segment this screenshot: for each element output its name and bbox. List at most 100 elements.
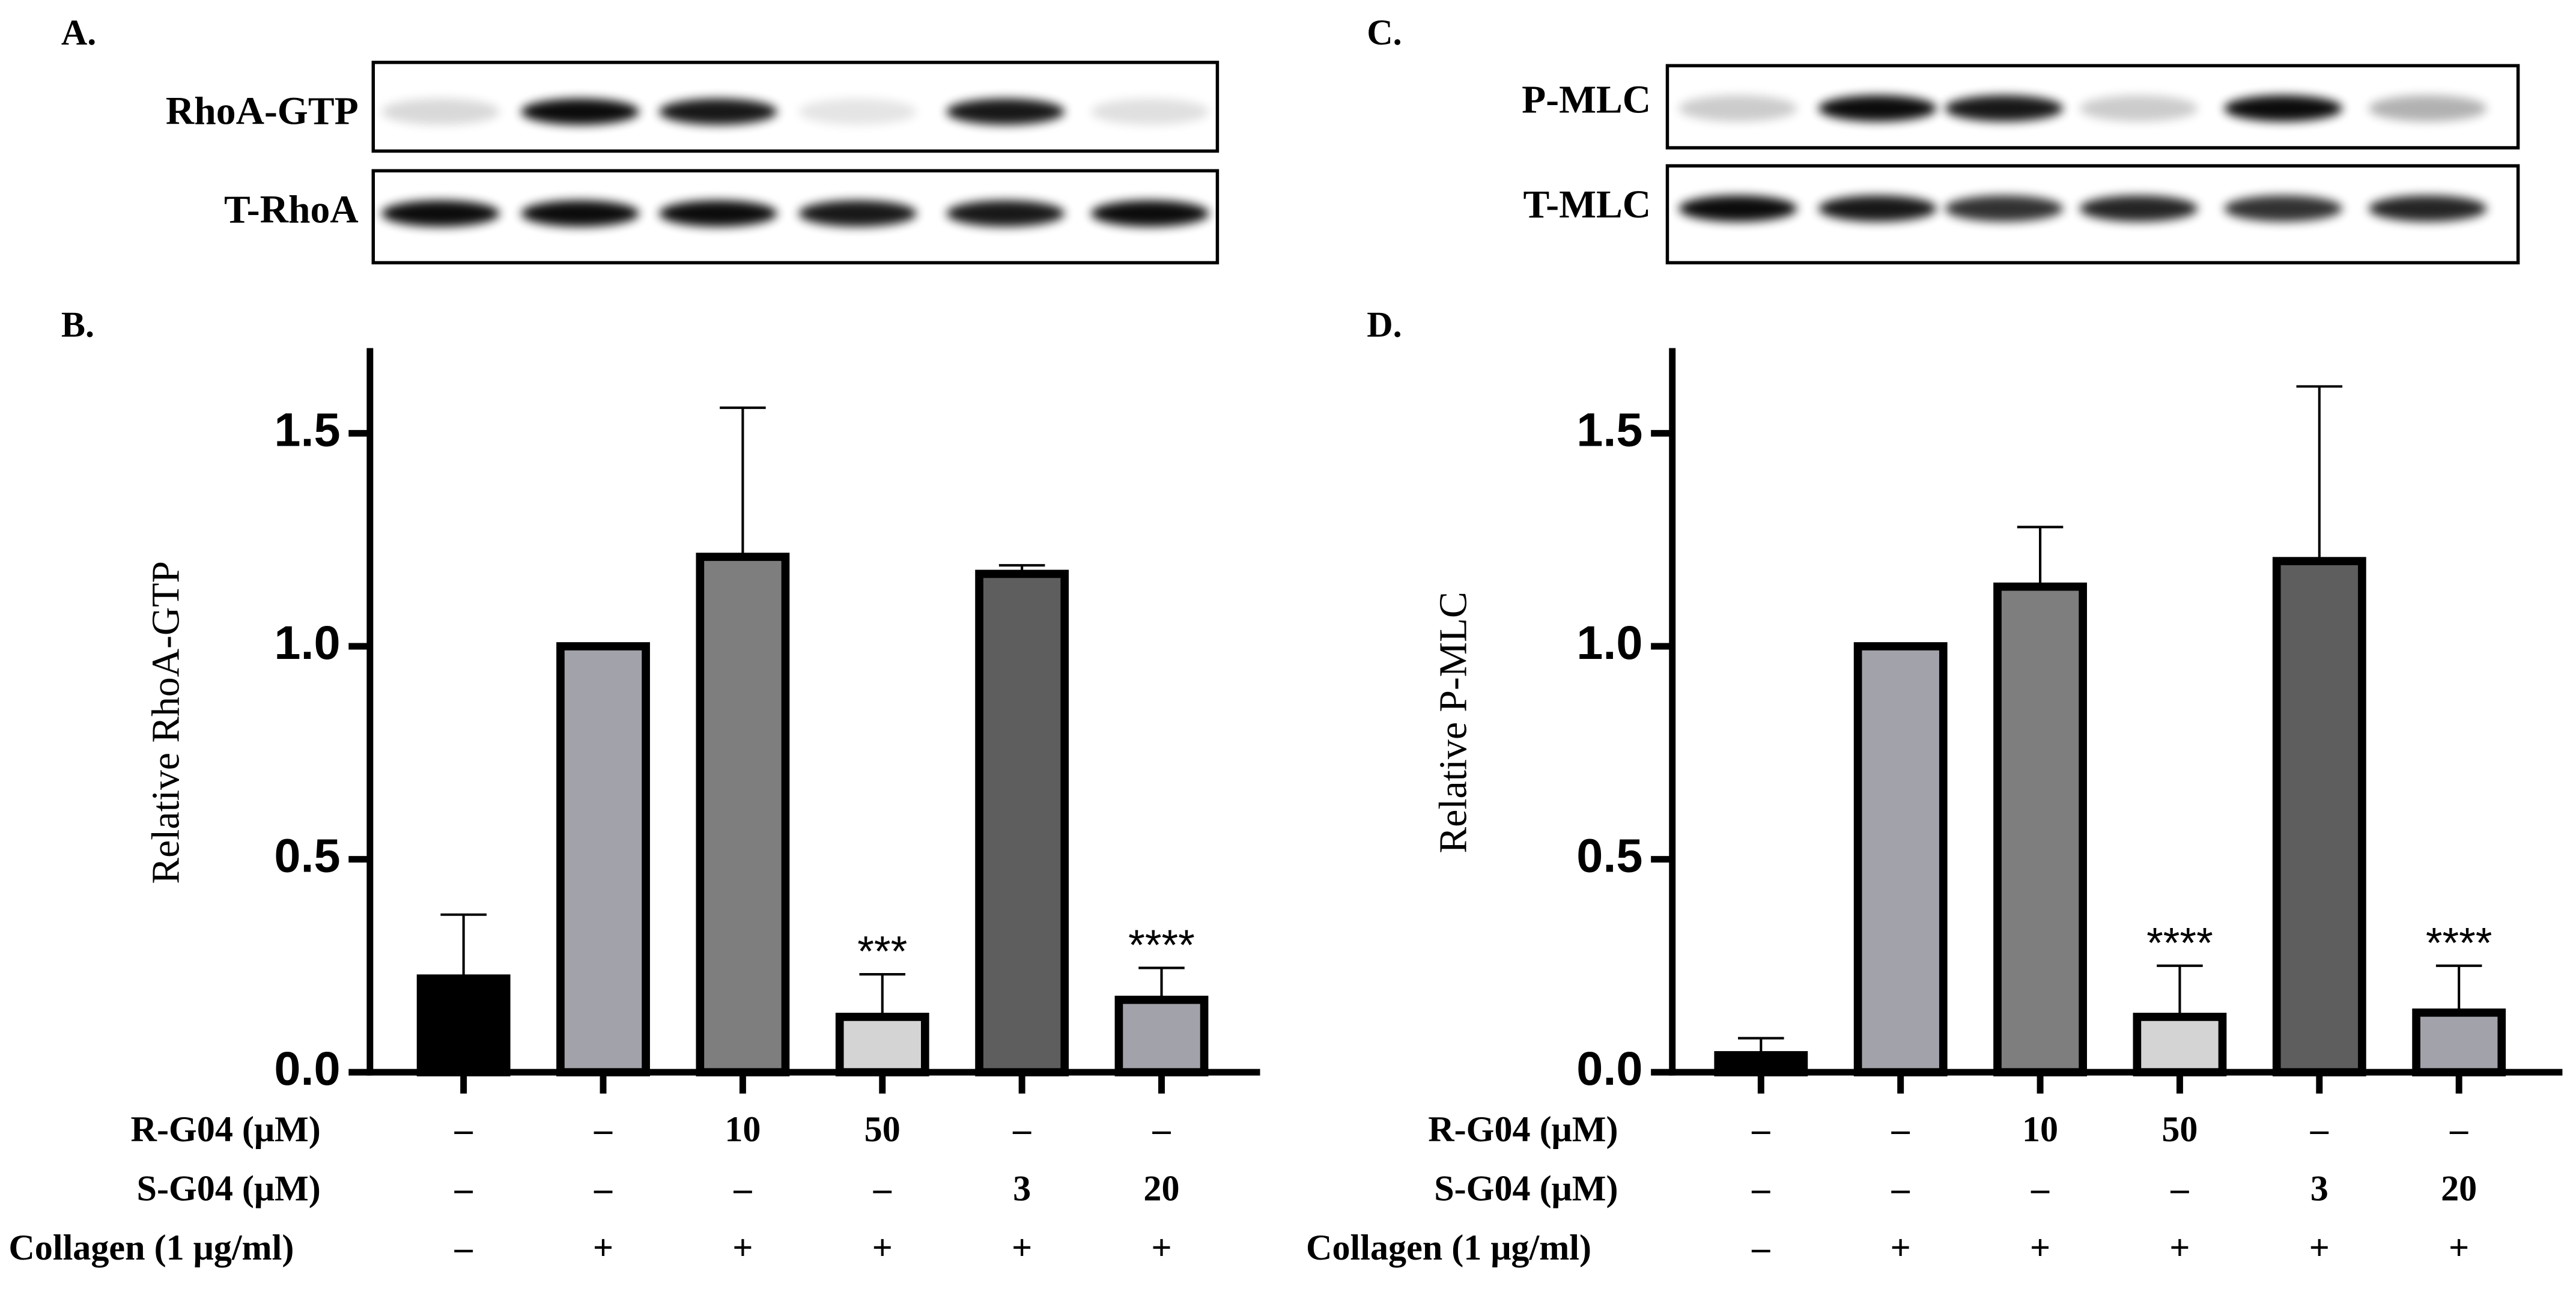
blot-band — [798, 200, 917, 227]
bar — [556, 642, 650, 1076]
bar — [2412, 1008, 2506, 1076]
blot-band — [2368, 95, 2487, 122]
significance: **** — [2146, 920, 2213, 967]
panel-label: B. — [61, 305, 94, 345]
y-axis-label: Relative RhoA-GTP — [144, 561, 187, 884]
y-tick-label: 0.5 — [1576, 828, 1642, 882]
treatment-value: 50 — [864, 1109, 901, 1150]
blot-frame — [371, 169, 1220, 265]
blot-band — [381, 200, 500, 227]
blot-band — [946, 99, 1065, 125]
treatment-value: + — [732, 1228, 753, 1268]
treatment-value: 3 — [2310, 1169, 2328, 1209]
panel-label: C. — [1367, 13, 1402, 53]
treatment-value: – — [1751, 1169, 1770, 1209]
blot-band — [381, 99, 500, 125]
y-tick-label: 0.0 — [1576, 1042, 1642, 1095]
bar — [2133, 1013, 2227, 1076]
bar — [1714, 1051, 1808, 1076]
treatment-value: – — [454, 1109, 473, 1150]
y-tick-label: 1.0 — [274, 616, 340, 669]
treatment-value: – — [454, 1169, 473, 1209]
treatment-value: 10 — [2022, 1109, 2058, 1150]
treatment-value: – — [594, 1109, 613, 1150]
treatment-value: + — [872, 1228, 893, 1268]
y-tick-label: 1.5 — [274, 402, 340, 456]
blot-band — [2079, 195, 2198, 222]
blot-label: T-MLC — [1523, 183, 1651, 226]
treatment-value: 50 — [2161, 1109, 2198, 1150]
significance: **** — [2426, 920, 2492, 967]
treatment-value: – — [1751, 1109, 1770, 1150]
y-tick-label: 0.5 — [274, 828, 340, 882]
bar — [2272, 557, 2366, 1076]
treatment-value: – — [1751, 1228, 1770, 1268]
y-tick-label: 0.0 — [274, 1042, 340, 1095]
treatment-label: Collagen (1 μg/ml) — [1306, 1228, 1591, 1268]
treatment-value: + — [593, 1228, 613, 1268]
bar — [1853, 642, 1948, 1076]
blot-band — [658, 200, 777, 227]
y-tick-label: 1.0 — [1576, 616, 1642, 669]
y-tick-label: 1.5 — [1576, 402, 1642, 456]
blot-label: RhoA-GTP — [166, 89, 359, 133]
blot-band — [2224, 195, 2343, 222]
y-axis-label: Relative P-MLC — [1432, 592, 1475, 854]
treatment-value: – — [594, 1169, 613, 1209]
treatment-value: + — [1012, 1228, 1032, 1268]
blot-band — [1090, 200, 1209, 227]
treatment-value: + — [2309, 1228, 2330, 1268]
treatment-value: – — [2449, 1109, 2468, 1150]
treatment-value: + — [2449, 1228, 2469, 1268]
treatment-value: + — [2030, 1228, 2050, 1268]
blot-band — [2224, 95, 2343, 122]
blot-band — [521, 99, 640, 125]
treatment-value: – — [1152, 1109, 1171, 1150]
bar — [975, 569, 1069, 1076]
significance: *** — [857, 928, 907, 975]
blot-band — [1818, 195, 1937, 222]
blot-band — [946, 200, 1065, 227]
blot-frame — [371, 61, 1220, 153]
treatment-label: S-G04 (μM) — [1434, 1169, 1618, 1209]
treatment-value: + — [1151, 1228, 1171, 1268]
treatment-value: – — [1012, 1109, 1031, 1150]
blot-label: T-RhoA — [224, 188, 359, 231]
treatment-value: – — [454, 1228, 473, 1268]
blot-band — [1818, 95, 1937, 122]
blot-band — [658, 99, 777, 125]
blot-band — [2079, 95, 2198, 122]
blot-band — [798, 99, 917, 125]
blot-band — [2368, 195, 2487, 222]
panel-label: D. — [1367, 305, 1402, 345]
treatment-label: S-G04 (μM) — [137, 1169, 321, 1209]
bar — [696, 553, 790, 1076]
treatment-value: – — [2170, 1169, 2189, 1209]
significance: **** — [1128, 921, 1195, 969]
treatment-label: R-G04 (μM) — [1428, 1109, 1618, 1150]
treatment-value: + — [2169, 1228, 2190, 1268]
bar — [416, 974, 511, 1076]
blot-band — [1945, 195, 2064, 222]
treatment-value: – — [2310, 1109, 2329, 1150]
bar — [1114, 995, 1209, 1076]
blot-label: P-MLC — [1522, 78, 1651, 121]
blot-band — [1678, 195, 1797, 222]
treatment-value: + — [1891, 1228, 1911, 1268]
treatment-value: – — [733, 1169, 752, 1209]
blot-band — [1678, 95, 1797, 122]
treatment-value: 20 — [2441, 1169, 2477, 1209]
blot-band — [1945, 95, 2064, 122]
treatment-label: Collagen (1 μg/ml) — [8, 1228, 294, 1268]
bar — [1993, 582, 2087, 1076]
blot-band — [521, 200, 640, 227]
treatment-value: – — [2031, 1169, 2050, 1209]
treatment-value: 3 — [1013, 1169, 1031, 1209]
treatment-label: R-G04 (μM) — [131, 1109, 321, 1150]
panel-label: A. — [61, 13, 96, 53]
treatment-value: – — [1891, 1169, 1910, 1209]
treatment-value: 10 — [724, 1109, 761, 1150]
treatment-value: 20 — [1143, 1169, 1179, 1209]
